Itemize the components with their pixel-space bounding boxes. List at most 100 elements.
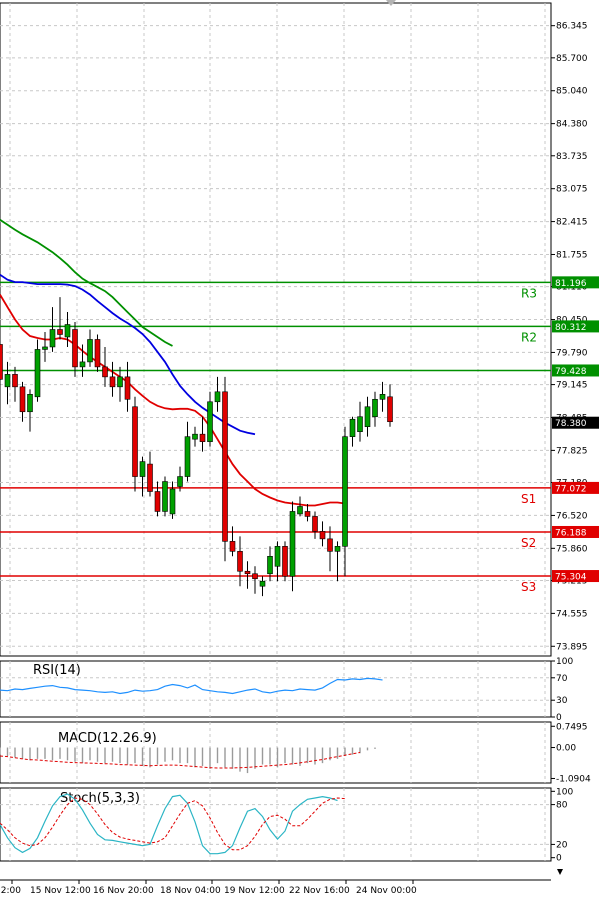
candle-body bbox=[387, 396, 393, 423]
level-price-label: 80.312 bbox=[555, 323, 587, 333]
candle-body bbox=[372, 398, 378, 418]
x-tick-label: 18 Nov 04:00 bbox=[160, 886, 221, 896]
stoch-tick-label: 20 bbox=[556, 840, 568, 850]
y-tick-label: 79.145 bbox=[556, 381, 588, 391]
candle-body bbox=[169, 488, 176, 515]
x-tick-label: 22 Nov 16:00 bbox=[289, 886, 350, 896]
y-tick-label: 81.755 bbox=[556, 250, 588, 260]
candle-body bbox=[124, 376, 131, 400]
candle-body bbox=[259, 580, 266, 587]
level-price-badge bbox=[552, 320, 599, 333]
x-tick-label: 16 Nov 20:00 bbox=[93, 886, 154, 896]
x-tick-label: 19 Nov 12:00 bbox=[224, 886, 285, 896]
rsi-panel: RSI(14) 100 70 30 0 bbox=[0, 657, 573, 723]
candle-body bbox=[87, 339, 93, 363]
candle-body bbox=[214, 391, 221, 403]
level-price-badge bbox=[552, 276, 599, 289]
chart-shift-marker[interactable] bbox=[386, 0, 396, 6]
current-price-badge bbox=[552, 416, 599, 429]
macd-panel: MACD(12.26.9) 0.7495 0.00 -1.0904 bbox=[0, 721, 591, 784]
candle-body bbox=[79, 361, 86, 368]
candle-body bbox=[207, 401, 213, 442]
candle-body bbox=[282, 546, 288, 577]
stoch-tick-label: 80 bbox=[556, 801, 568, 811]
candle-body bbox=[177, 476, 183, 487]
chart-end-icon bbox=[557, 869, 563, 875]
candle-body bbox=[94, 339, 101, 368]
macd-tick-label: 0.00 bbox=[556, 744, 576, 754]
level-price-label: 76.188 bbox=[555, 528, 587, 538]
candle-body bbox=[42, 346, 48, 350]
candle-body bbox=[27, 394, 33, 413]
candle-body bbox=[12, 374, 18, 388]
y-tick-label: 85.040 bbox=[556, 87, 588, 97]
candle-body bbox=[342, 436, 348, 547]
level-price-badge bbox=[552, 570, 599, 583]
candle-body bbox=[0, 344, 3, 380]
macd-tick-label: -1.0904 bbox=[556, 774, 591, 784]
level-name-label: S1 bbox=[521, 492, 536, 506]
candle-body bbox=[154, 491, 161, 512]
level-price-label: 75.304 bbox=[555, 573, 587, 583]
y-tick-label: 74.555 bbox=[556, 609, 588, 619]
level-name-label: R3 bbox=[521, 286, 537, 300]
candle-body bbox=[49, 329, 56, 348]
candle-body bbox=[379, 394, 386, 400]
x-tick-label: 24 Nov 00:00 bbox=[356, 886, 417, 896]
rsi-tick-label: 0 bbox=[556, 713, 562, 723]
y-tick-label: 83.735 bbox=[556, 152, 588, 162]
stoch-plot-frame bbox=[0, 787, 552, 862]
candle-body bbox=[289, 511, 296, 577]
candle-body bbox=[229, 541, 236, 552]
stoch-title: Stoch(5,3,3) bbox=[60, 791, 140, 806]
candle-body bbox=[237, 551, 243, 572]
level-name-label: R2 bbox=[521, 330, 537, 344]
y-tick-label: 85.700 bbox=[556, 54, 588, 64]
stoch-panel: Stoch(5,3,3) 100 80 20 0 bbox=[0, 787, 573, 864]
y-tick-label: 77.825 bbox=[556, 446, 588, 456]
y-tick-label: 83.075 bbox=[556, 185, 588, 195]
level-price-label: 81.196 bbox=[555, 279, 587, 289]
candle-body bbox=[102, 366, 108, 378]
candle-body bbox=[244, 570, 251, 575]
rsi-title: RSI(14) bbox=[33, 663, 81, 678]
candle-body bbox=[117, 376, 123, 388]
rsi-plot-frame bbox=[0, 660, 552, 718]
level-price-label: 77.072 bbox=[555, 484, 587, 494]
candle-body bbox=[274, 546, 281, 567]
x-tick-label: 12:00 bbox=[0, 886, 21, 896]
candle-body bbox=[19, 386, 26, 413]
candle-body bbox=[132, 406, 138, 477]
candle-body bbox=[192, 433, 198, 440]
candle-body bbox=[57, 329, 63, 335]
rsi-line bbox=[0, 677, 383, 695]
macd-tick-label: 0.7495 bbox=[556, 722, 588, 732]
candle-body bbox=[252, 573, 258, 580]
macd-signal-line bbox=[0, 751, 361, 769]
rsi-tick-label: 100 bbox=[556, 657, 573, 667]
candle-body bbox=[297, 506, 303, 515]
candle-body bbox=[4, 374, 11, 388]
rsi-tick-label: 30 bbox=[556, 696, 568, 706]
candle-body bbox=[312, 516, 318, 532]
ma-red-line bbox=[0, 294, 346, 507]
y-tick-label: 79.790 bbox=[556, 348, 588, 358]
candle-body bbox=[147, 463, 153, 492]
level-price-badge bbox=[552, 481, 599, 494]
y-tick-label: 75.860 bbox=[556, 544, 588, 554]
ma-green-line bbox=[0, 219, 173, 347]
rsi-tick-label: 70 bbox=[556, 674, 568, 684]
candle-body bbox=[364, 406, 371, 428]
candle-body bbox=[199, 433, 206, 442]
candle-body bbox=[34, 349, 41, 398]
y-tick-label: 86.345 bbox=[556, 22, 588, 32]
candle-body bbox=[222, 391, 228, 542]
price-panel: 86.345 85.700 85.040 84.380 83.735 83.075 82.4… bbox=[0, 2, 599, 657]
candle-body bbox=[319, 531, 326, 540]
candle-body bbox=[349, 418, 356, 437]
y-tick-label: 84.380 bbox=[556, 120, 588, 130]
candle-body bbox=[267, 556, 273, 575]
candle-body bbox=[64, 324, 71, 338]
y-tick-label: 73.895 bbox=[556, 642, 588, 652]
